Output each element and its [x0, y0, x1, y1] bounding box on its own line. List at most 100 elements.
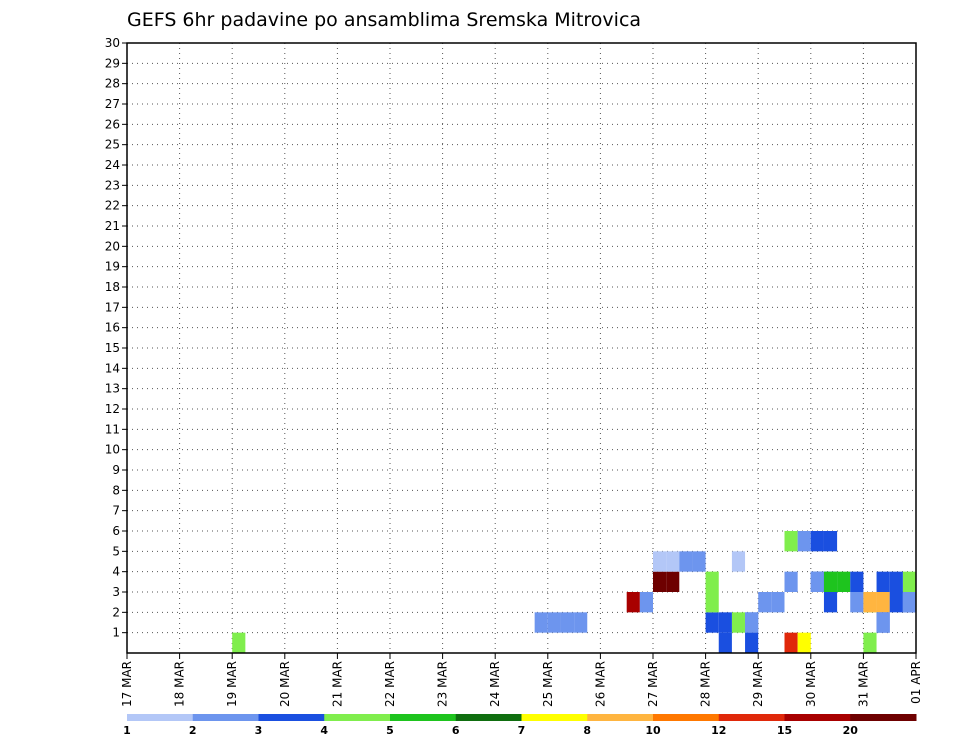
legend-label: 7 [518, 724, 526, 737]
legend-swatch [192, 714, 259, 721]
precip-cell [653, 571, 667, 592]
precip-cell [574, 612, 588, 633]
x-axis-ticks: 17 MAR 18 MAR 19 MAR 20 MAR 21 MAR 22 MAR 23 M… [120, 653, 923, 707]
y-tick-label: 8 [112, 483, 120, 497]
x-tick-label: 22 MAR [383, 661, 397, 707]
y-tick-label: 14 [105, 361, 120, 375]
legend-label: 20 [843, 724, 859, 737]
x-tick-label: 27 MAR [646, 661, 660, 707]
y-tick-label: 27 [105, 97, 120, 111]
y-tick-label: 19 [105, 260, 120, 274]
precip-cell [863, 632, 877, 653]
legend-label: 3 [255, 724, 263, 737]
y-tick-label: 3 [112, 585, 120, 599]
precip-cell [547, 612, 561, 633]
legend-swatch [127, 714, 194, 721]
grid-lines [127, 43, 916, 653]
precip-cell [889, 571, 903, 592]
precip-cell [823, 592, 838, 613]
precip-cell [626, 592, 640, 613]
legend-swatch [653, 714, 720, 721]
precip-cell [705, 592, 719, 613]
legend-swatch [258, 714, 325, 721]
precip-cell [876, 612, 890, 633]
legend-swatch [850, 714, 917, 721]
precip-cell [731, 612, 746, 633]
y-tick-label: 21 [105, 219, 120, 233]
x-tick-label: 17 MAR [120, 661, 134, 707]
precip-cell [639, 592, 653, 613]
precip-cell [850, 571, 864, 592]
precip-cell [784, 571, 798, 592]
legend-swatch [784, 714, 851, 721]
precip-cell [797, 531, 811, 552]
y-tick-label: 30 [105, 36, 120, 50]
precip-cell [705, 612, 719, 633]
legend-swatch [455, 714, 522, 721]
x-tick-label: 23 MAR [436, 661, 450, 707]
precip-cell [745, 632, 759, 653]
precip-cell [863, 592, 877, 613]
y-tick-label: 12 [105, 402, 120, 416]
precip-cell [889, 592, 903, 613]
precip-cell [666, 571, 680, 592]
legend-swatch [718, 714, 785, 721]
y-tick-label: 22 [105, 199, 120, 213]
legend-label: 10 [645, 724, 661, 737]
precip-cell [810, 571, 824, 592]
legend-swatch [324, 714, 391, 721]
precip-cell [797, 632, 811, 653]
y-tick-label: 4 [112, 565, 120, 579]
precip-cell [692, 551, 706, 572]
precip-cell [850, 592, 864, 613]
precip-cell [876, 571, 890, 592]
y-tick-label: 18 [105, 280, 120, 294]
precip-cell [823, 531, 838, 552]
x-tick-label: 01 APR [909, 661, 923, 704]
legend-swatch [587, 714, 654, 721]
x-tick-label: 25 MAR [541, 661, 555, 707]
y-tick-label: 15 [105, 341, 120, 355]
y-tick-label: 25 [105, 138, 120, 152]
precip-cell [731, 551, 746, 572]
x-tick-label: 31 MAR [856, 661, 870, 707]
precip-cell [876, 592, 890, 613]
legend-swatch [521, 714, 588, 721]
y-tick-label: 13 [105, 382, 120, 396]
x-tick-label: 28 MAR [699, 661, 713, 707]
y-tick-label: 24 [105, 158, 120, 172]
y-tick-label: 20 [105, 239, 120, 253]
precip-cell [232, 632, 246, 653]
precip-cells [232, 531, 916, 653]
x-tick-label: 18 MAR [173, 661, 187, 707]
y-tick-label: 23 [105, 178, 120, 192]
y-tick-label: 1 [112, 626, 120, 640]
precip-cell [784, 531, 798, 552]
precip-cell [902, 571, 916, 592]
x-tick-label: 29 MAR [751, 661, 765, 707]
precip-cell [810, 531, 824, 552]
precip-cell [784, 632, 798, 653]
y-tick-label: 11 [105, 422, 120, 436]
precip-cell [745, 612, 759, 633]
legend-label: 1 [123, 724, 131, 737]
precip-cell [534, 612, 548, 633]
precip-cell [705, 571, 719, 592]
x-tick-label: 20 MAR [278, 661, 292, 707]
precip-cell [758, 592, 772, 613]
y-tick-label: 28 [105, 77, 120, 91]
x-tick-label: 19 MAR [225, 661, 239, 707]
x-tick-label: 30 MAR [804, 661, 818, 707]
precip-cell [837, 571, 851, 592]
precip-cell [902, 592, 916, 613]
precip-cell [560, 612, 575, 633]
legend-label: 5 [386, 724, 394, 737]
legend-label: 6 [452, 724, 460, 737]
y-tick-label: 29 [105, 56, 120, 70]
precip-cell [771, 592, 785, 613]
y-tick-label: 16 [105, 321, 120, 335]
precip-cell [718, 612, 732, 633]
y-tick-label: 10 [105, 443, 120, 457]
y-tick-label: 6 [112, 524, 120, 538]
